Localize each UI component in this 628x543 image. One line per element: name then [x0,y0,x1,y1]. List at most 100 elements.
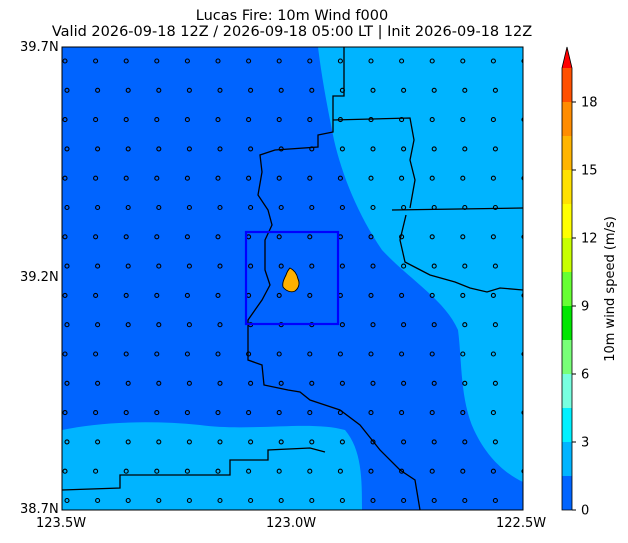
wind-station-marker [429,58,435,64]
wind-station-marker [93,351,99,357]
wind-station-marker [95,204,101,211]
wind-station-marker [64,497,70,504]
wind-station-marker [309,439,315,445]
wind-station-marker [186,497,192,504]
colorbar: 0 3 6 9 12 15 18 10m wind speed (m/s) [561,46,618,519]
wind-station-marker [309,497,315,504]
wind-station-marker [429,175,435,181]
county-line-east [391,207,523,293]
wind-station-grid [62,58,528,504]
wind-station-marker [524,381,528,385]
wind-station-marker [490,175,496,181]
wind-station-marker [64,146,70,152]
wind-station-marker [276,58,282,64]
wind-station-marker [95,497,101,504]
colorbar-level [562,476,572,510]
wind-station-marker [125,263,131,269]
colorbar-level [562,136,572,170]
colorbar-level [562,306,572,340]
wind-station-marker [64,87,70,93]
wind-station-marker [309,263,315,269]
wind-station-marker [93,117,99,123]
wind-station-marker [309,204,315,211]
wind-station-marker [460,58,466,64]
wind-station-marker [248,204,254,211]
wind-station-marker [339,146,345,152]
colorbar-level [562,272,572,306]
wind-station-marker [401,263,407,269]
wind-station-marker [64,322,70,328]
wind-station-marker [186,87,192,93]
wind-station-marker [154,117,160,123]
map-frame [61,46,524,511]
colorbar-level [562,102,572,136]
county-boundaries [62,47,523,510]
wind-station-marker [339,322,345,328]
wind-station-marker [431,263,437,269]
wind-station-marker [337,175,343,181]
wind-station-marker [278,380,284,386]
wind-station-marker [215,117,221,123]
wind-station-marker [370,380,376,386]
wind-station-marker [93,468,99,474]
wind-station-marker [460,234,466,240]
wind-station-marker [368,175,374,181]
fire-perimeter-icon [282,267,300,293]
colorbar-level [562,238,572,272]
wind-station-marker [524,323,528,327]
wind-station-marker [370,439,376,445]
wind-station-marker [246,468,252,474]
wind-station-marker [95,380,101,386]
wind-station-marker [307,410,313,416]
wind-station-marker [431,380,437,386]
wind-station-marker [521,175,523,181]
wind-station-marker [215,410,221,416]
wind-station-marker [217,146,223,152]
wind-station-marker [123,117,129,123]
wind-station-marker [337,58,343,64]
wind-station-marker [215,58,221,64]
wind-station-marker [401,380,407,386]
wind-station-marker [125,497,131,504]
wind-station-marker [521,410,523,415]
colorbar-tick-label: 9 [581,300,589,315]
wind-station-marker [156,204,162,211]
lon-tick-label: 122.5W [496,516,547,531]
wind-station-marker [125,380,131,386]
wind-station-marker [276,410,282,416]
colorbar-tick-label: 6 [581,368,589,383]
lon-tick-label: 123.0W [266,516,317,531]
wind-station-marker [460,410,466,416]
wind-station-marker [368,468,374,474]
wind-station-marker [156,146,162,152]
wind-station-marker [156,263,162,269]
wind-station-marker [215,175,221,181]
wind-station-marker [217,204,223,211]
county-line-central [247,47,421,510]
wind-station-marker [123,351,129,357]
wind-station-marker [93,410,99,416]
wind-station-marker [337,468,343,474]
wind-station-marker [64,204,70,211]
wind-station-marker [431,497,437,504]
wind-station-marker [276,175,282,181]
lat-tick-label: 39.7N [20,40,59,55]
wind-station-marker [492,497,498,504]
wind-station-marker [368,351,374,357]
wind-station-marker [431,87,437,93]
wind-station-marker [154,175,160,181]
wind-station-marker [184,468,190,474]
colorbar-tick-label: 0 [581,504,589,519]
wind-station-marker [462,497,468,504]
wind-station-marker [186,146,192,152]
colorbar-outline [561,46,573,511]
wind-station-marker [492,146,498,152]
wind-station-marker [339,497,345,504]
wind-station-marker [217,380,223,386]
wind-station-marker [431,146,437,152]
wind-station-marker [186,439,192,445]
wind-station-marker [429,410,435,416]
wind-station-marker [95,87,101,93]
wind-station-marker [370,322,376,328]
wind-station-marker [217,87,223,93]
